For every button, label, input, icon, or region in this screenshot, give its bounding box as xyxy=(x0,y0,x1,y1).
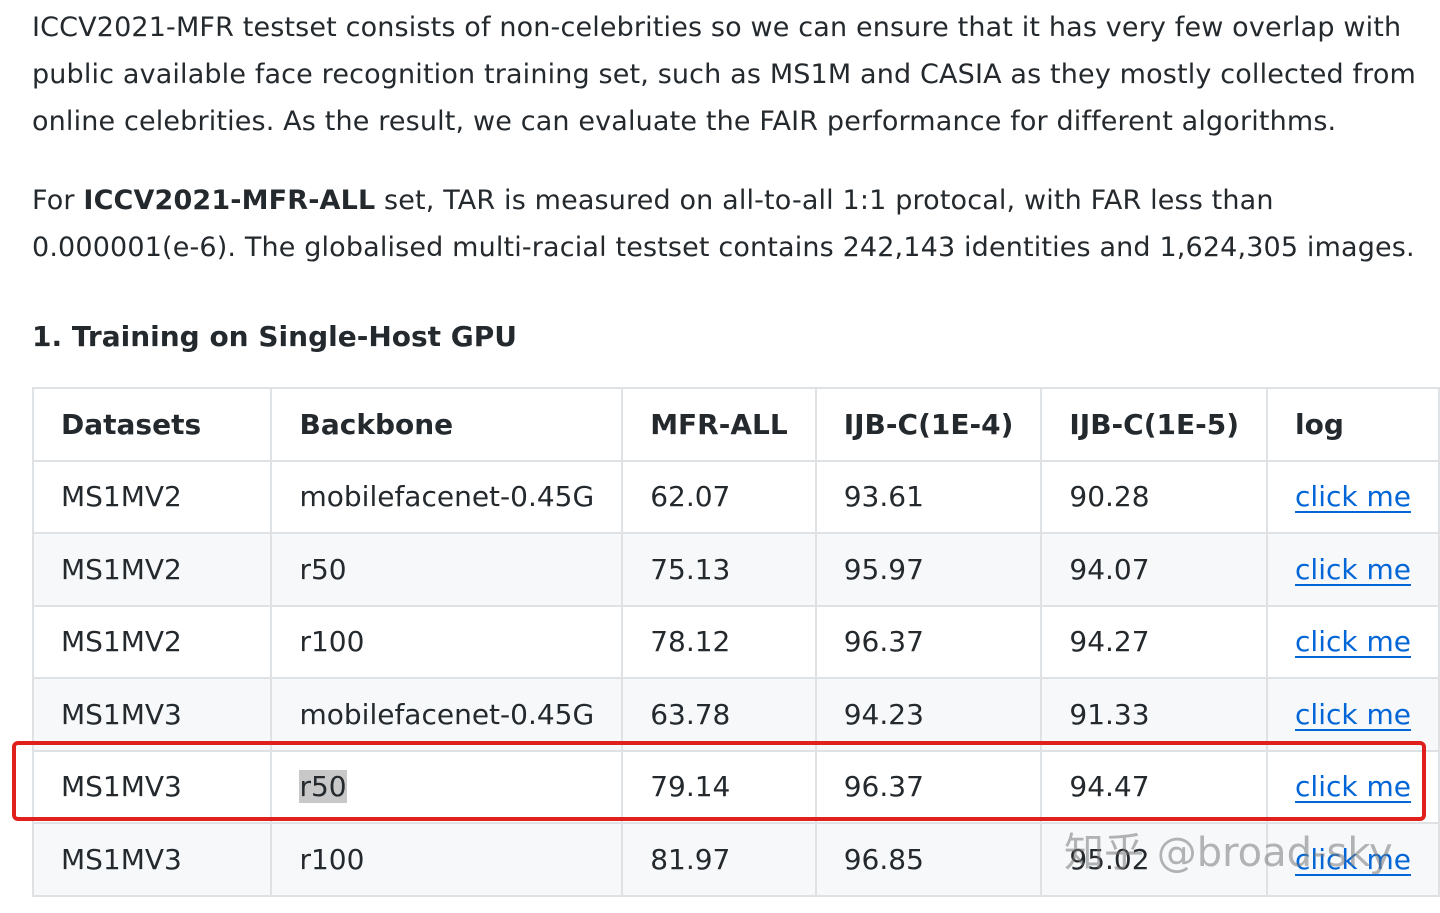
cell-mfr-all: 79.14 xyxy=(621,749,817,824)
cell-ijbc-1e5: 90.28 xyxy=(1040,459,1269,534)
cell-ijbc-1e4: 96.85 xyxy=(814,822,1043,897)
cell-backbone: mobilefacenet-0.45G xyxy=(270,677,624,752)
table-row: MS1MV3 r50 79.14 96.37 94.47 click me xyxy=(31,749,1440,824)
cell-ijbc-1e5: 95.02 xyxy=(1040,822,1269,897)
header-ijbc-1e4: IJB-C(1E-4) xyxy=(814,387,1043,462)
cell-mfr-all: 78.12 xyxy=(621,604,817,679)
table-row: MS1MV3 r100 81.97 96.85 95.02 click me xyxy=(31,822,1440,897)
protocol-suffix: set, TAR is measured on all-to-all 1:1 p… xyxy=(32,185,1415,263)
cell-backbone: r50 xyxy=(270,749,624,824)
protocol-bold-set: ICCV2021-MFR-ALL xyxy=(83,185,376,216)
cell-log: click me xyxy=(1266,604,1440,679)
table-row: MS1MV2 r50 75.13 95.97 94.07 click me xyxy=(31,532,1440,607)
cell-dataset: MS1MV2 xyxy=(31,604,273,679)
cell-ijbc-1e5: 94.07 xyxy=(1040,532,1269,607)
log-link[interactable]: click me xyxy=(1295,552,1411,586)
cell-log: click me xyxy=(1266,677,1440,752)
cell-log: click me xyxy=(1266,532,1440,607)
cell-ijbc-1e5: 94.27 xyxy=(1040,604,1269,679)
selected-text[interactable]: r50 xyxy=(299,770,347,804)
cell-backbone: r100 xyxy=(270,604,624,679)
cell-ijbc-1e5: 91.33 xyxy=(1040,677,1269,752)
table-row: MS1MV2 r100 78.12 96.37 94.27 click me xyxy=(31,604,1440,679)
table-row: MS1MV2 mobilefacenet-0.45G 62.07 93.61 9… xyxy=(31,459,1440,534)
log-link[interactable]: click me xyxy=(1295,697,1411,731)
log-link[interactable]: click me xyxy=(1295,842,1411,876)
header-ijbc-1e5: IJB-C(1E-5) xyxy=(1040,387,1269,462)
log-link[interactable]: click me xyxy=(1295,480,1411,514)
header-datasets: Datasets xyxy=(31,387,273,462)
cell-mfr-all: 63.78 xyxy=(621,677,817,752)
section-heading: 1. Training on Single-Host GPU xyxy=(32,320,518,353)
header-mfr-all: MFR-ALL xyxy=(621,387,817,462)
intro-paragraph: ICCV2021-MFR testset consists of non-cel… xyxy=(32,12,1416,137)
cell-backbone: r100 xyxy=(270,822,624,897)
table-header-row: Datasets Backbone MFR-ALL IJB-C(1E-4) IJ… xyxy=(31,387,1440,462)
cell-ijbc-1e4: 96.37 xyxy=(814,749,1043,824)
cell-dataset: MS1MV2 xyxy=(31,459,273,534)
cell-dataset: MS1MV3 xyxy=(31,822,273,897)
cell-dataset: MS1MV3 xyxy=(31,749,273,824)
cell-ijbc-1e4: 95.97 xyxy=(814,532,1043,607)
cell-mfr-all: 81.97 xyxy=(621,822,817,897)
protocol-prefix: For xyxy=(32,185,84,216)
header-log: log xyxy=(1266,387,1440,462)
cell-log: click me xyxy=(1266,822,1440,897)
table-row: MS1MV3 mobilefacenet-0.45G 63.78 94.23 9… xyxy=(31,677,1440,752)
cell-log: click me xyxy=(1266,749,1440,824)
cell-ijbc-1e4: 96.37 xyxy=(814,604,1043,679)
cell-ijbc-1e5: 94.47 xyxy=(1040,749,1269,824)
cell-ijbc-1e4: 94.23 xyxy=(814,677,1043,752)
cell-backbone: r50 xyxy=(270,532,624,607)
header-backbone: Backbone xyxy=(270,387,624,462)
log-link[interactable]: click me xyxy=(1295,770,1411,804)
cell-mfr-all: 75.13 xyxy=(621,532,817,607)
cell-dataset: MS1MV2 xyxy=(31,532,273,607)
cell-mfr-all: 62.07 xyxy=(621,459,817,534)
protocol-paragraph: For ICCV2021-MFR-ALL set, TAR is measure… xyxy=(32,177,1422,271)
results-table: Datasets Backbone MFR-ALL IJB-C(1E-4) IJ… xyxy=(31,387,1440,897)
cell-dataset: MS1MV3 xyxy=(31,677,273,752)
cell-ijbc-1e4: 93.61 xyxy=(814,459,1043,534)
log-link[interactable]: click me xyxy=(1295,625,1411,659)
cell-backbone: mobilefacenet-0.45G xyxy=(270,459,624,534)
cell-log: click me xyxy=(1266,459,1440,534)
